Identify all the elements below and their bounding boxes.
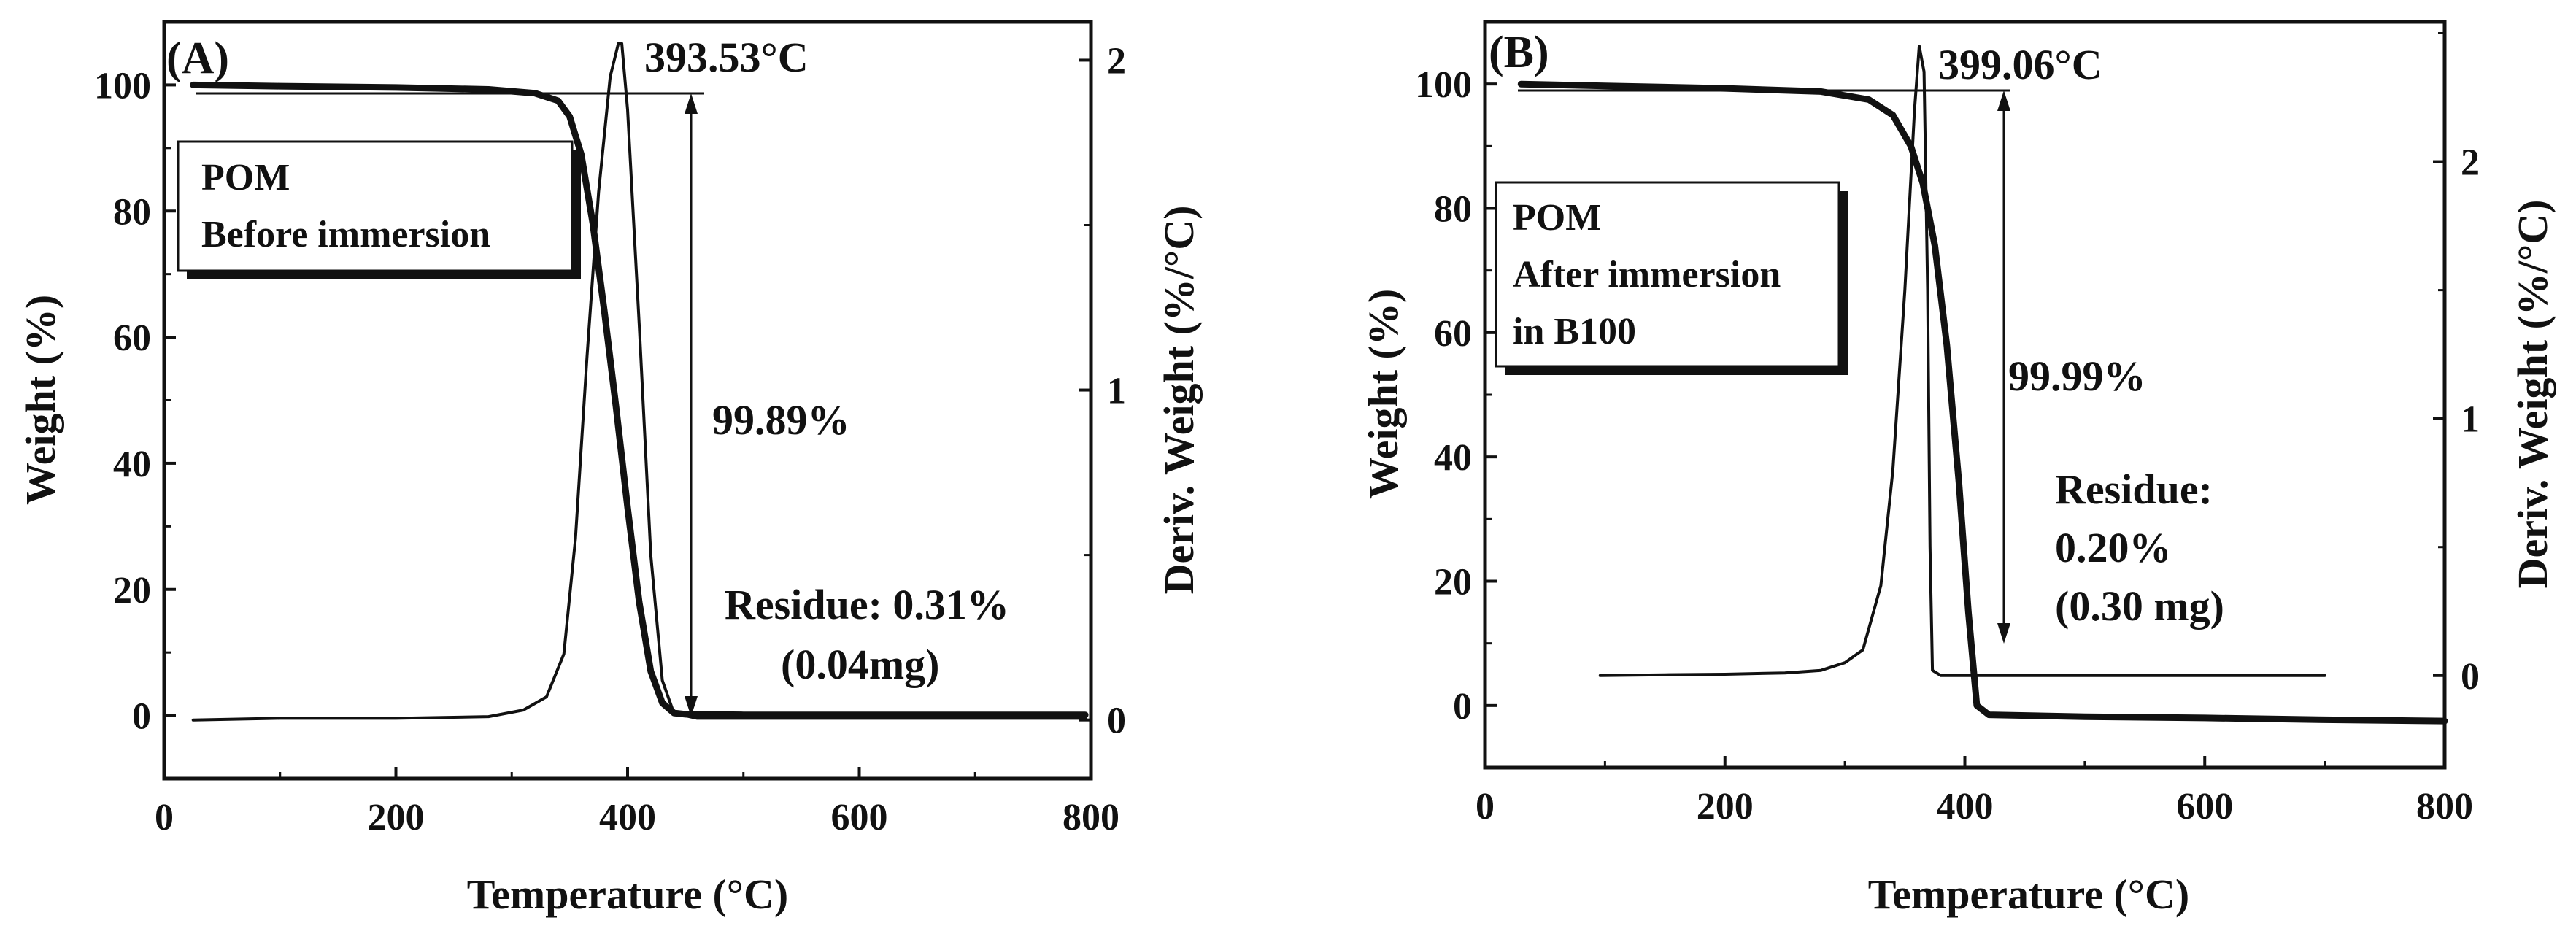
panel-b-mass-loss-label: 99.99% [2008, 352, 2146, 400]
panel-a-y2-tick-label-2: 2 [1107, 40, 1126, 82]
panel-b-x-ticks: 0 200 400 600 800 [1476, 756, 2473, 827]
panel-b-series [1517, 45, 2448, 725]
panel-b-y2-tick-label-1: 1 [2461, 399, 2480, 441]
panel-a-series [190, 42, 1089, 722]
panel-b-y-tick-label-1: 20 [1434, 562, 1472, 603]
panel-b-label: (B) [1489, 28, 1549, 77]
panel-b-y2-ticks: 0 1 2 [2433, 31, 2480, 698]
panel-a-y-tick-label-5: 100 [94, 65, 151, 107]
panel-b-y-tick-label-4: 80 [1434, 189, 1472, 231]
panel-b-legend-line-2: After immersion [1513, 254, 1781, 296]
panel-a-x-tick-label-3: 600 [831, 797, 888, 838]
panel-b-x-tick-label-0: 0 [1476, 786, 1495, 827]
panel-a-x-tick-label-1: 200 [368, 797, 425, 838]
panel-b-y-ticks: 0 20 40 60 80 100 [1415, 64, 1497, 727]
panel-a-y2-tick-label-1: 1 [1107, 371, 1126, 412]
panel-b-legend-box [1495, 181, 1840, 368]
panel-b-x-tick-label-3: 600 [2176, 786, 2233, 827]
panel-a-legend-line-2: Before immersion [201, 214, 490, 255]
panel-b-x-tick-label-2: 400 [1937, 786, 1994, 827]
panel-b-arrow-head-top [1997, 90, 2010, 111]
panel-a-y2-tick-label-0: 0 [1107, 700, 1126, 742]
panel-b-plot-frame [1483, 20, 2447, 770]
panel-b-residue-label: Residue: [2055, 466, 2213, 513]
panel-a-arrow-head-bottom [685, 696, 698, 717]
panel-a-x-tick-label-2: 400 [599, 797, 656, 838]
panel-b-y-axis-title: Weight (%) [1360, 289, 1407, 499]
panel-b-peak-label: 399.06°C [1938, 41, 2102, 88]
panel-a-y2-axis-title: Deriv. Weight (%/°C) [1155, 206, 1203, 595]
panel-b-legend: POM After immersion in B100 [1495, 181, 1848, 375]
panel-b-y2-tick-label-0: 0 [2461, 656, 2480, 698]
panel-b: 0 200 400 600 800 0 20 40 60 80 100 0 1 2 Temperatu… [1360, 20, 2556, 918]
panel-a-y-tick-label-4: 80 [113, 191, 151, 233]
panel-a: 0 200 400 600 800 0 20 40 60 80 100 0 1 2 Temperatu… [17, 20, 1203, 918]
panel-a-x-tick-label-0: 0 [155, 797, 174, 838]
panel-b-legend-line-3: in B100 [1513, 311, 1636, 352]
panel-b-y-tick-label-0: 0 [1453, 686, 1472, 727]
panel-a-arrow-head-top [685, 93, 698, 114]
panel-a-residue-mass-label: (0.04mg) [781, 641, 939, 688]
panel-a-y-axis-title: Weight (%) [17, 295, 64, 505]
panel-a-y-tick-label-3: 60 [113, 317, 151, 359]
panel-b-x-axis-title: Temperature (°C) [1868, 871, 2189, 918]
panel-a-y-ticks: 0 20 40 60 80 100 [94, 65, 176, 738]
panel-b-derivative-curve [1598, 45, 2326, 677]
panel-a-y-tick-label-1: 20 [113, 570, 151, 611]
panel-a-derivative-curve [191, 42, 1087, 722]
panel-b-x-tick-label-4: 800 [2416, 786, 2473, 827]
panel-b-y-tick-label-3: 60 [1434, 313, 1472, 355]
panel-a-legend: POM Before immersion [177, 140, 581, 279]
panel-b-residue-pct-label: 0.20% [2055, 524, 2172, 571]
panel-a-label: (A) [166, 34, 229, 83]
panel-b-y-tick-label-2: 40 [1434, 437, 1472, 479]
panel-b-y2-axis-title: Deriv. Weight (%/°C) [2509, 200, 2556, 589]
panel-a-x-tick-label-4: 800 [1063, 797, 1119, 838]
panel-b-residue-mass-label: (0.30 mg) [2055, 582, 2224, 630]
panel-b-arrow-head-bottom [1997, 623, 2010, 644]
panel-a-residue-label: Residue: 0.31% [725, 581, 1009, 628]
panel-b-legend-line-1: POM [1513, 197, 1601, 239]
panel-a-x-axis-title: Temperature (°C) [467, 871, 788, 918]
panel-a-y2-ticks: 0 1 2 [1079, 40, 1126, 742]
panel-a-y-tick-label-2: 40 [113, 444, 151, 485]
panel-b-weight-curve [1517, 80, 2448, 725]
panel-a-legend-box [177, 140, 574, 272]
panel-b-y2-tick-label-2: 2 [2461, 142, 2480, 184]
panel-b-x-tick-label-1: 200 [1697, 786, 1754, 827]
panel-a-peak-label: 393.53°C [644, 34, 809, 81]
panel-a-y-tick-label-0: 0 [132, 696, 151, 738]
panel-a-x-ticks: 0 200 400 600 800 [155, 767, 1119, 838]
panel-a-mass-loss-label: 99.89% [712, 396, 850, 444]
panel-b-y-tick-label-5: 100 [1415, 64, 1472, 106]
panel-a-legend-line-1: POM [201, 157, 290, 198]
